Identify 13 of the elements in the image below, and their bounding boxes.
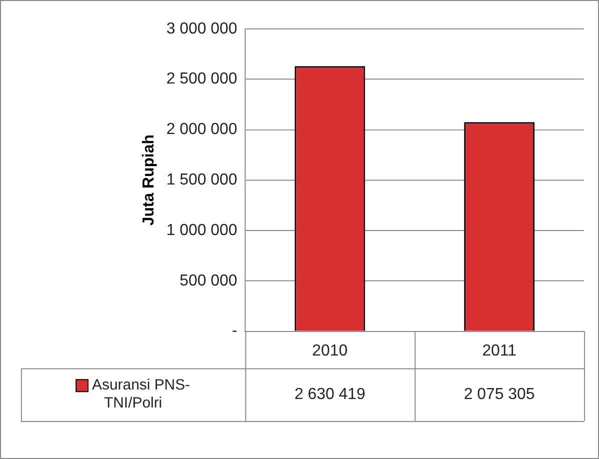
y-tick-label: 1 500 000 (166, 172, 238, 188)
text: 2 630 419 (294, 386, 366, 403)
x-tick-label: 2011 (482, 342, 517, 360)
x-tick-label: 2010 (312, 342, 348, 360)
y-tick-label: 2 000 000 (166, 121, 238, 138)
text: 2 075 305 (464, 386, 535, 403)
legend-label: Asuransi PNS-TNI/Polri (92, 376, 190, 412)
y-tick-label: 2 500 000 (166, 70, 238, 88)
y-tick-label: 500 000 (180, 272, 238, 290)
y-tick-label: 1 000 000 (166, 222, 238, 239)
y-axis-title: Juta Rupiah (140, 134, 158, 226)
y-tick-label: 3 000 000 (166, 20, 238, 38)
y-tick-label: - (232, 322, 238, 340)
